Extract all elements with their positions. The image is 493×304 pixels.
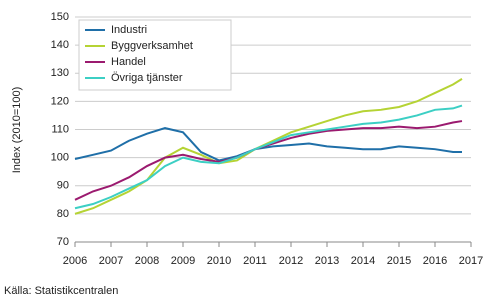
x-tick-label: 2013 [315,255,339,267]
legend-label: Industri [111,24,147,36]
x-tick-label: 2015 [387,255,411,267]
x-tick-label: 2012 [279,255,303,267]
y-axis-label: Index (2010=100) [11,87,23,174]
y-tick-label: 120 [51,95,69,107]
x-tick-label: 2008 [135,255,159,267]
legend-label: Byggverksamhet [111,40,193,52]
line-series [74,104,463,210]
y-tick-label: 110 [51,123,69,135]
y-tick-label: 90 [57,180,69,192]
y-tick-label: 70 [57,236,69,248]
x-tick-label: 2016 [423,255,447,267]
x-tick-label: 2014 [351,255,375,267]
y-tick-label: 80 [57,208,69,220]
x-tick-label: 2011 [243,255,267,267]
x-tick-label: 2010 [207,255,231,267]
line-series [74,127,462,162]
legend-label: Övriga tjänster [111,72,183,84]
y-tick-label: 100 [51,152,69,164]
line-series [74,120,463,201]
y-tick-label: 140 [51,39,69,51]
y-tick-label: 130 [51,67,69,79]
source: Källa: Statistikcentralen [4,285,118,297]
x-tick-label: 2017 [459,255,483,267]
legend-label: Handel [111,56,146,68]
x-tick-label: 2006 [63,255,87,267]
x-tick-label: 2007 [99,255,123,267]
x-tick-label: 2009 [171,255,195,267]
y-tick-label: 150 [51,11,69,23]
